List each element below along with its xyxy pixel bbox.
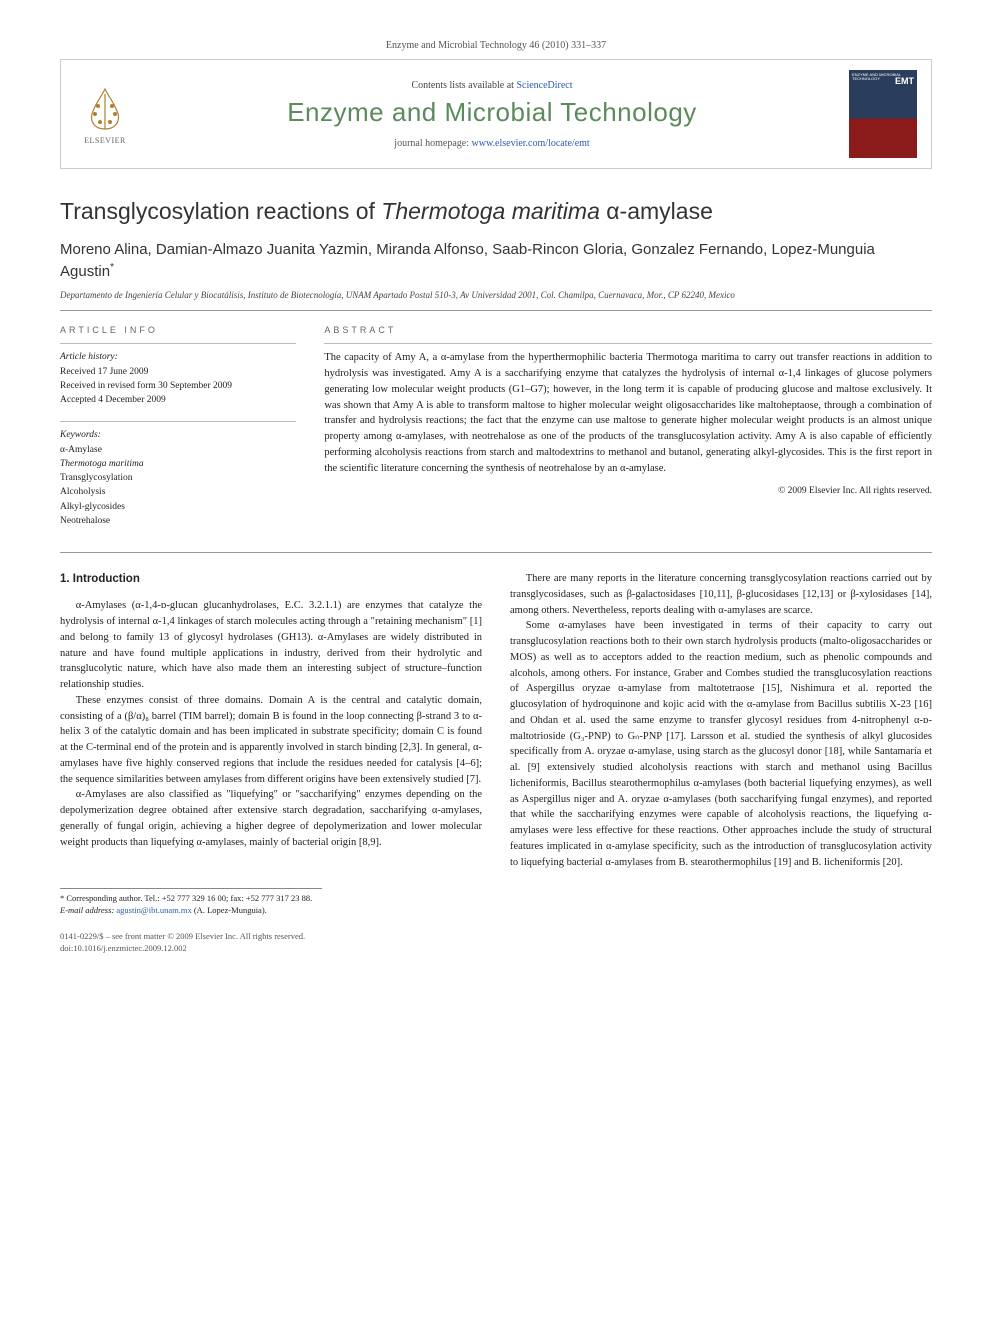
body-columns: 1. Introduction α-Amylases (α-1,4-ᴅ-gluc… bbox=[60, 571, 932, 870]
para-5: Some α-amylases have been investigated i… bbox=[510, 618, 932, 870]
history-revised: Received in revised form 30 September 20… bbox=[60, 379, 296, 393]
kw-1: α-Amylase bbox=[60, 443, 296, 457]
copyright: © 2009 Elsevier Inc. All rights reserved… bbox=[324, 486, 932, 496]
kw-3: Transglycosylation bbox=[60, 471, 296, 485]
intro-heading: 1. Introduction bbox=[60, 571, 482, 588]
rule-top bbox=[60, 310, 932, 311]
article-info-label: ARTICLE INFO bbox=[60, 325, 296, 335]
tree-icon bbox=[80, 84, 130, 134]
footer-doi: doi:10.1016/j.enzmictec.2009.12.002 bbox=[60, 943, 932, 955]
footnote-rule bbox=[60, 888, 322, 889]
history-received: Received 17 June 2009 bbox=[60, 365, 296, 379]
homepage-prefix: journal homepage: bbox=[394, 138, 471, 149]
journal-cover-thumb: ENZYME AND MICROBIAL TECHNOLOGY EMT bbox=[849, 70, 917, 158]
page: Enzyme and Microbial Technology 46 (2010… bbox=[0, 0, 992, 995]
header-center: Contents lists available at ScienceDirec… bbox=[149, 80, 835, 149]
authors: Moreno Alina, Damian-Almazo Juanita Yazm… bbox=[60, 240, 932, 283]
title-pre: Transglycosylation reactions of bbox=[60, 198, 381, 224]
author-list: Moreno Alina, Damian-Almazo Juanita Yazm… bbox=[60, 241, 875, 280]
article-info-col: ARTICLE INFO Article history: Received 1… bbox=[60, 325, 296, 528]
kw-6: Neotrehalose bbox=[60, 514, 296, 528]
para-1: α-Amylases (α-1,4-ᴅ-glucan glucanhydrola… bbox=[60, 598, 482, 693]
keywords-block: Keywords: α-Amylase Thermotoga maritima … bbox=[60, 421, 296, 528]
keywords-head: Keywords: bbox=[60, 428, 296, 442]
running-head: Enzyme and Microbial Technology 46 (2010… bbox=[60, 40, 932, 51]
abstract-col: ABSTRACT The capacity of Amy A, a α-amyl… bbox=[324, 325, 932, 528]
email-link[interactable]: agustin@ibt.unam.mx bbox=[116, 905, 191, 915]
footer-line1: 0141-0229/$ – see front matter © 2009 El… bbox=[60, 931, 932, 943]
homepage-line: journal homepage: www.elsevier.com/locat… bbox=[149, 138, 835, 149]
footer: 0141-0229/$ – see front matter © 2009 El… bbox=[60, 931, 932, 955]
email-label: E-mail address: bbox=[60, 905, 114, 915]
history-block: Article history: Received 17 June 2009 R… bbox=[60, 343, 296, 407]
rule-body bbox=[60, 552, 932, 553]
email-name: (A. Lopez-Munguia). bbox=[194, 905, 267, 915]
corr-author-line: * Corresponding author. Tel.: +52 777 32… bbox=[60, 893, 932, 905]
title-italic: Thermotoga maritima bbox=[381, 198, 600, 224]
affiliation: Departamento de Ingeniería Celular y Bio… bbox=[60, 290, 932, 300]
journal-name: Enzyme and Microbial Technology bbox=[149, 97, 835, 128]
email-line: E-mail address: agustin@ibt.unam.mx (A. … bbox=[60, 905, 932, 917]
para-4: There are many reports in the literature… bbox=[510, 571, 932, 618]
elsevier-label: ELSEVIER bbox=[84, 136, 126, 145]
title-post: α-amylase bbox=[600, 198, 713, 224]
sciencedirect-link[interactable]: ScienceDirect bbox=[516, 80, 572, 91]
footnote: * Corresponding author. Tel.: +52 777 32… bbox=[60, 893, 932, 917]
cover-emt-text: EMT bbox=[895, 76, 914, 86]
history-head: Article history: bbox=[60, 350, 296, 364]
contents-line: Contents lists available at ScienceDirec… bbox=[149, 80, 835, 91]
kw-2: Thermotoga maritima bbox=[60, 457, 296, 471]
abstract-text: The capacity of Amy A, a α-amylase from … bbox=[324, 343, 932, 476]
elsevier-logo: ELSEVIER bbox=[75, 79, 135, 149]
corr-marker: * bbox=[110, 261, 114, 273]
meta-abstract-row: ARTICLE INFO Article history: Received 1… bbox=[60, 325, 932, 528]
homepage-link[interactable]: www.elsevier.com/locate/emt bbox=[472, 138, 590, 149]
journal-header: ELSEVIER Contents lists available at Sci… bbox=[60, 59, 932, 169]
article-title: Transglycosylation reactions of Thermoto… bbox=[60, 197, 932, 226]
para-2: These enzymes consist of three domains. … bbox=[60, 693, 482, 788]
para-3: α-Amylases are also classified as "lique… bbox=[60, 787, 482, 850]
abstract-label: ABSTRACT bbox=[324, 325, 932, 335]
kw-5: Alkyl-glycosides bbox=[60, 500, 296, 514]
kw-4: Alcoholysis bbox=[60, 485, 296, 499]
history-accepted: Accepted 4 December 2009 bbox=[60, 393, 296, 407]
contents-prefix: Contents lists available at bbox=[411, 80, 516, 91]
